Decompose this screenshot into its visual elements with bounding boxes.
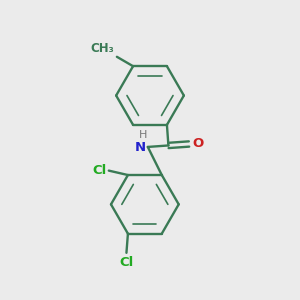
Text: H: H — [139, 130, 147, 140]
Text: O: O — [193, 136, 204, 150]
Text: Cl: Cl — [92, 164, 106, 177]
Text: Cl: Cl — [119, 256, 134, 269]
Text: N: N — [135, 141, 146, 154]
Text: CH₃: CH₃ — [91, 42, 115, 55]
